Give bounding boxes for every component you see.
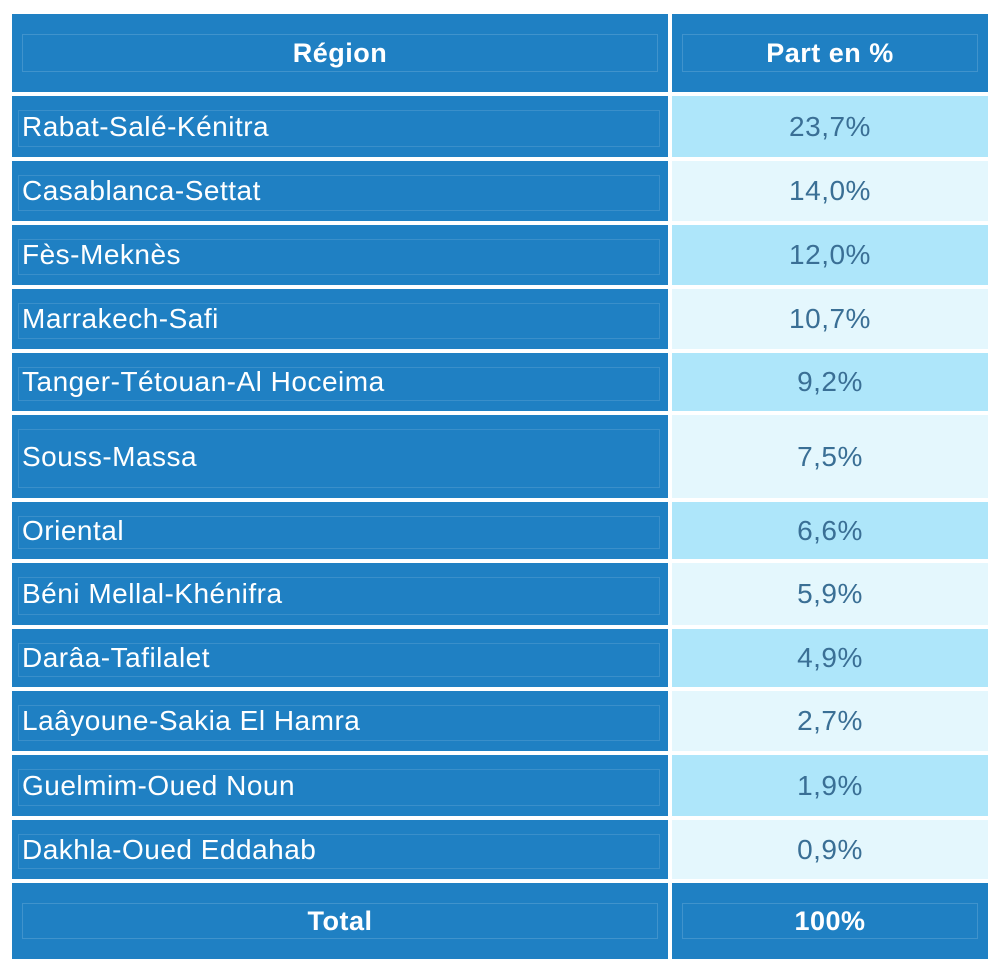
table-row-region: Casablanca-Settat: [12, 161, 668, 221]
table-row-share: 12,0%: [672, 225, 988, 285]
table-row-region: Tanger-Tétouan-Al Hoceima: [12, 353, 668, 411]
table-row-region: Rabat-Salé-Kénitra: [12, 96, 668, 157]
table-row-share: 14,0%: [672, 161, 988, 221]
total-value: 100%: [672, 883, 988, 959]
header-region: Région: [12, 14, 668, 92]
table-row-region: Marrakech-Safi: [12, 289, 668, 349]
total-label: Total: [12, 883, 668, 959]
table-row-region: Fès-Meknès: [12, 225, 668, 285]
header-share: Part en %: [672, 14, 988, 92]
region-share-table: Région Part en % Rabat-Salé-Kénitra 23,7%…: [12, 14, 988, 959]
table-row-region: Laâyoune-Sakia El Hamra: [12, 691, 668, 751]
table-row-region: Souss-Massa: [12, 415, 668, 498]
table-row-region: Guelmim-Oued Noun: [12, 755, 668, 816]
table-row-share: 1,9%: [672, 755, 988, 816]
table-row-share: 7,5%: [672, 415, 988, 498]
table-row-share: 2,7%: [672, 691, 988, 751]
table-row-region: Darâa-Tafilalet: [12, 629, 668, 687]
table-row-share: 4,9%: [672, 629, 988, 687]
table-row-share: 23,7%: [672, 96, 988, 157]
table-row-share: 0,9%: [672, 820, 988, 879]
table-row-share: 10,7%: [672, 289, 988, 349]
table-row-region: Dakhla-Oued Eddahab: [12, 820, 668, 879]
table-row-region: Oriental: [12, 502, 668, 559]
table-row-share: 6,6%: [672, 502, 988, 559]
table-row-share: 9,2%: [672, 353, 988, 411]
table-row-region: Béni Mellal-Khénifra: [12, 563, 668, 625]
table-row-share: 5,9%: [672, 563, 988, 625]
